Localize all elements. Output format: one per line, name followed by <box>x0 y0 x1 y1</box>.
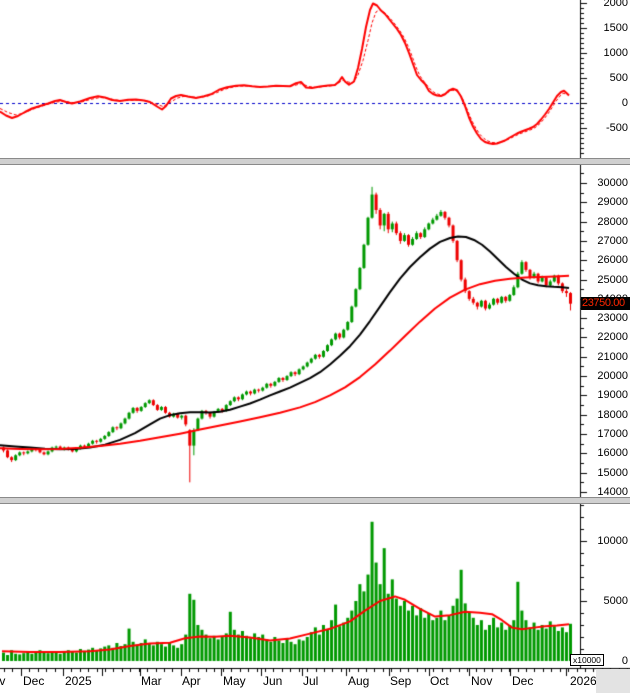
month-label: May <box>223 674 246 688</box>
price-axis-label: 26000 <box>597 254 628 266</box>
month-label: Jul <box>303 674 319 688</box>
price-axis-label: 25000 <box>597 274 628 286</box>
price-axis-label: 16000 <box>597 447 628 459</box>
volume-axis-label: 5000 <box>603 595 628 607</box>
month-label: Nov <box>0 674 6 688</box>
indicator-axis-label: 2000 <box>603 0 628 9</box>
month-label: Mar <box>141 674 162 688</box>
price-axis-label: 19000 <box>597 389 628 401</box>
month-label: Jun <box>263 674 283 688</box>
volume-panel[interactable] <box>0 504 580 661</box>
indicator-axis-label: 1500 <box>603 22 628 34</box>
panel-splitter-upper[interactable] <box>0 158 630 165</box>
month-label: Sep <box>390 674 412 688</box>
price-axis-label: 22000 <box>597 331 628 343</box>
month-label: Nov <box>471 674 493 688</box>
month-label: Dec <box>23 674 45 688</box>
price-axis-label: 14000 <box>597 486 628 498</box>
price-axis-label: 29000 <box>597 196 628 208</box>
price-axis-label: 28000 <box>597 216 628 228</box>
axis-corner <box>596 669 630 693</box>
indicator-panel[interactable] <box>0 0 580 157</box>
price-axis-label: 18000 <box>597 409 628 421</box>
last-price-badge: 23750.00 <box>581 297 630 310</box>
month-label: Aug <box>348 674 370 688</box>
indicator-axis-label: 0 <box>621 97 628 109</box>
price-axis-label: 30000 <box>597 177 628 189</box>
price-axis-label: 17000 <box>597 428 628 440</box>
price-axis-label: 15000 <box>597 467 628 479</box>
price-axis-label: 23000 <box>597 312 628 324</box>
month-label: 2025 <box>65 674 92 688</box>
price-panel[interactable] <box>0 165 580 497</box>
panel-splitter-lower[interactable] <box>0 497 630 504</box>
price-axis-label: 27000 <box>597 235 628 247</box>
volume-axis-label: 10000 <box>597 535 628 547</box>
month-label: Oct <box>430 674 449 688</box>
price-axis-label: 21000 <box>597 351 628 363</box>
indicator-axis-label: 1000 <box>603 47 628 59</box>
volume-multiplier-label: x10000 <box>570 654 604 666</box>
month-label: Apr <box>182 674 201 688</box>
indicator-axis-label: -500 <box>605 122 628 134</box>
month-label: Dec <box>512 674 534 688</box>
price-axis-label: 20000 <box>597 370 628 382</box>
volume-axis-label: 0 <box>621 655 628 667</box>
month-label: 2026 <box>570 674 597 688</box>
indicator-axis-label: 500 <box>609 72 628 84</box>
